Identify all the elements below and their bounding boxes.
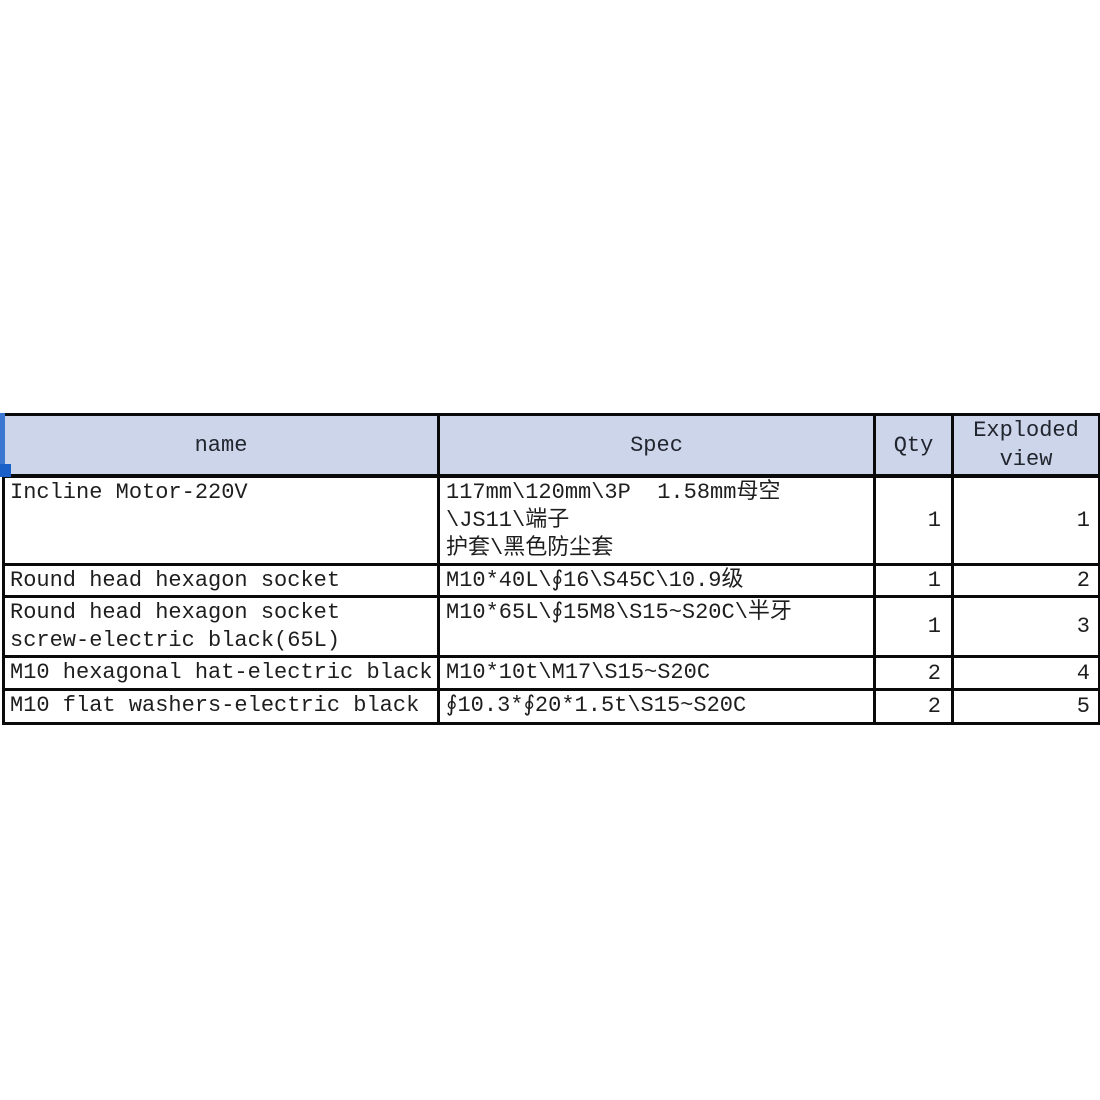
cell-name[interactable]: M10 hexagonal hat-electric black <box>2 655 440 691</box>
cell-name[interactable]: Round head hexagon socket screw-electric… <box>2 595 440 658</box>
cell-spec[interactable]: M10*40L\∮16\S45C\10.9级 <box>437 563 876 598</box>
cell-name[interactable]: M10 flat washers-electric black <box>2 688 440 725</box>
cell-view[interactable]: 4 <box>951 655 1100 691</box>
table-row: M10 hexagonal hat-electric black M10*10t\… <box>2 655 1100 691</box>
cell-qty[interactable]: 2 <box>873 655 954 691</box>
cell-spec[interactable]: M10*10t\M17\S15~S20C <box>437 655 876 691</box>
cell-spec[interactable]: M10*65L\∮15M8\S15~S20C\半牙 <box>437 595 876 658</box>
parts-table: name Spec Qty Exploded view Incline Moto… <box>2 413 1100 725</box>
table-row: Round head hexagon socket screw-electric… <box>2 595 1100 658</box>
cell-spec[interactable]: ∮10.3*∮20*1.5t\S15~S20C <box>437 688 876 725</box>
cell-qty[interactable]: 2 <box>873 688 954 725</box>
cell-name[interactable]: Round head hexagon socket <box>2 563 440 598</box>
cell-name[interactable]: Incline Motor-220V <box>2 474 440 566</box>
selection-strip <box>0 413 5 470</box>
table-header: name Spec Qty Exploded view <box>2 413 1100 478</box>
cell-view[interactable]: 1 <box>951 474 1100 566</box>
column-header-exploded-view[interactable]: Exploded view <box>951 413 1100 478</box>
cell-spec[interactable]: 117mm\120mm\3P 1.58mm母空\JS11\端子 护套\黑色防尘套 <box>437 474 876 566</box>
table-row: Incline Motor-220V 117mm\120mm\3P 1.58mm母… <box>2 474 1100 566</box>
cell-view[interactable]: 2 <box>951 563 1100 598</box>
table-row: Round head hexagon socket M10*40L\∮16\S45… <box>2 563 1100 598</box>
table-body: Incline Motor-220V 117mm\120mm\3P 1.58mm母… <box>2 474 1100 725</box>
cell-view[interactable]: 5 <box>951 688 1100 725</box>
cell-qty[interactable]: 1 <box>873 563 954 598</box>
selection-resize-handle[interactable] <box>0 464 11 477</box>
cell-view[interactable]: 3 <box>951 595 1100 658</box>
column-header-spec[interactable]: Spec <box>437 413 876 478</box>
cell-qty[interactable]: 1 <box>873 595 954 658</box>
column-header-qty[interactable]: Qty <box>873 413 954 478</box>
column-header-name[interactable]: name <box>2 413 440 478</box>
cell-qty[interactable]: 1 <box>873 474 954 566</box>
table-row: M10 flat washers-electric black ∮10.3*∮20… <box>2 688 1100 725</box>
header-row: name Spec Qty Exploded view <box>2 413 1100 478</box>
